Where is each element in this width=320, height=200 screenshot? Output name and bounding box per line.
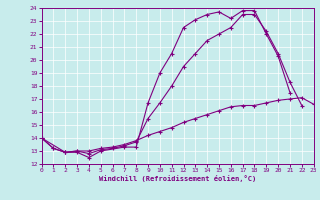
X-axis label: Windchill (Refroidissement éolien,°C): Windchill (Refroidissement éolien,°C)	[99, 175, 256, 182]
